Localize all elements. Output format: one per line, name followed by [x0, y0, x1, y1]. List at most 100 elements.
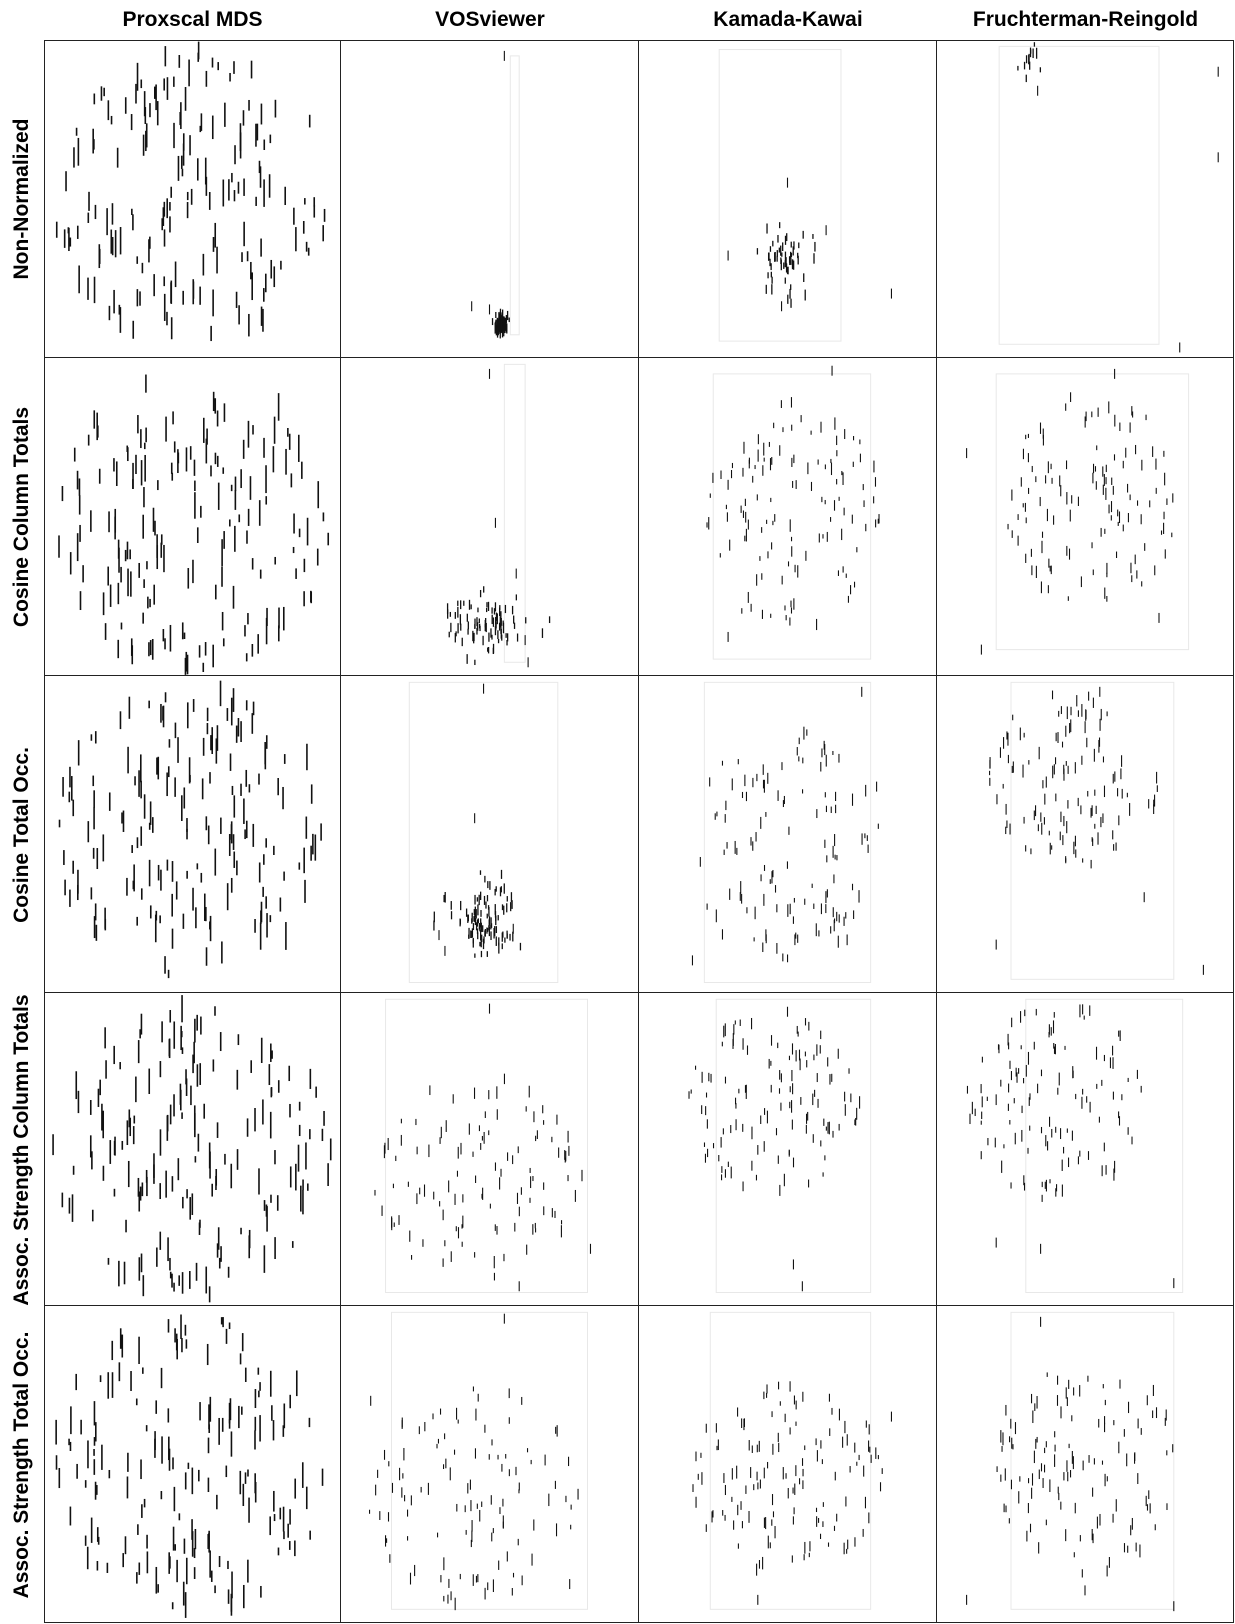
- node-label-mark: [724, 1514, 726, 1521]
- node-label-mark: [216, 725, 219, 751]
- node-label-mark: [96, 1527, 99, 1542]
- node-label-mark: [163, 544, 165, 573]
- node-label-mark: [796, 747, 798, 756]
- node-label-mark: [756, 1444, 758, 1453]
- node-label-mark: [228, 1322, 231, 1330]
- node-label-mark: [1058, 710, 1060, 717]
- node-label-mark: [706, 522, 708, 528]
- node-label-mark: [1103, 1142, 1105, 1152]
- node-label-mark: [832, 907, 834, 918]
- node-label-mark: [200, 505, 202, 518]
- node-label-mark: [123, 1261, 126, 1285]
- node-label-mark: [750, 1467, 752, 1478]
- node-label-mark: [1009, 823, 1011, 835]
- node-label-mark: [762, 779, 765, 789]
- node-label-mark: [189, 135, 191, 156]
- node-label-mark: [75, 1071, 78, 1100]
- node-label-mark: [1010, 1479, 1013, 1490]
- node-label-mark: [1079, 1150, 1081, 1157]
- node-label-mark: [995, 939, 997, 950]
- node-label-mark: [782, 242, 784, 251]
- node-label-mark: [197, 41, 200, 60]
- node-label-mark: [827, 1057, 829, 1067]
- node-label-mark: [820, 421, 822, 433]
- node-label-mark: [748, 459, 750, 469]
- node-label-mark: [181, 168, 184, 177]
- node-label-mark: [178, 1513, 181, 1521]
- node-label-mark: [77, 137, 80, 166]
- node-label-mark: [242, 439, 245, 459]
- node-label-mark: [989, 777, 991, 786]
- node-label-mark: [70, 776, 73, 801]
- node-label-mark: [1164, 1417, 1166, 1426]
- node-label-mark: [1036, 1396, 1038, 1409]
- node-label-mark: [137, 415, 139, 434]
- node-label-mark: [101, 1103, 103, 1131]
- node-label-mark: [305, 816, 308, 839]
- node-label-mark: [473, 635, 475, 644]
- node-label-mark: [329, 1138, 332, 1161]
- node-label-mark: [1049, 565, 1051, 572]
- node-label-mark: [61, 1192, 64, 1208]
- node-label-mark: [263, 437, 265, 458]
- node-label-mark: [775, 1128, 778, 1136]
- node-label-mark: [183, 632, 186, 640]
- node-label-mark: [283, 1531, 285, 1540]
- node-label-mark: [479, 589, 482, 598]
- node-label-mark: [1102, 756, 1105, 763]
- node-label-mark: [868, 1424, 870, 1435]
- node-label-mark: [135, 1398, 138, 1406]
- node-label-mark: [1179, 342, 1181, 353]
- panel-proxscal-mds-non-normalized: [44, 40, 341, 358]
- node-label-mark: [772, 1511, 775, 1518]
- node-label-mark: [518, 1482, 520, 1491]
- node-label-mark: [233, 851, 236, 868]
- node-label-mark: [980, 1151, 982, 1160]
- node-label-mark: [302, 1189, 304, 1215]
- node-label-mark: [91, 1209, 94, 1222]
- node-label-mark: [1091, 542, 1093, 549]
- node-label-mark: [166, 311, 168, 326]
- node-label-mark: [795, 1400, 797, 1410]
- node-label-mark: [129, 549, 131, 560]
- plot-frame: [995, 373, 1190, 651]
- node-label-mark: [818, 533, 820, 543]
- node-label-mark: [133, 1115, 136, 1124]
- node-label-mark: [815, 1507, 818, 1513]
- node-label-mark: [795, 932, 797, 939]
- node-label-mark: [833, 919, 835, 932]
- node-label-mark: [1069, 1470, 1072, 1478]
- node-label-mark: [763, 1391, 765, 1400]
- node-label-mark: [695, 1496, 697, 1508]
- node-label-mark: [795, 1465, 797, 1477]
- node-label-mark: [270, 1043, 272, 1062]
- node-label-mark: [506, 930, 508, 938]
- node-label-mark: [263, 288, 265, 302]
- node-label-mark: [1164, 549, 1166, 559]
- node-label-mark: [149, 905, 152, 919]
- node-label-mark: [832, 750, 834, 755]
- node-label-mark: [484, 619, 486, 628]
- node-label-mark: [1104, 587, 1106, 599]
- node-label-mark: [174, 261, 177, 288]
- node-label-mark: [137, 1040, 140, 1064]
- node-label-mark: [541, 628, 544, 638]
- node-label-mark: [260, 910, 262, 924]
- node-label-mark: [770, 497, 772, 503]
- node-label-mark: [205, 1266, 208, 1294]
- node-label-mark: [846, 934, 848, 946]
- node-label-mark: [1035, 1008, 1037, 1016]
- node-label-mark: [790, 298, 792, 308]
- node-label-mark: [1136, 1069, 1138, 1079]
- node-label-mark: [481, 1501, 483, 1507]
- node-label-mark: [78, 265, 80, 294]
- node-label-mark: [525, 617, 527, 624]
- node-label-mark: [752, 841, 754, 851]
- node-label-mark: [308, 114, 311, 128]
- node-label-mark: [1065, 1387, 1067, 1399]
- node-label-mark: [221, 566, 223, 587]
- node-label-mark: [760, 816, 762, 829]
- node-label-mark: [100, 86, 103, 101]
- node-label-mark: [1127, 1127, 1129, 1135]
- node-label-mark: [802, 1468, 804, 1477]
